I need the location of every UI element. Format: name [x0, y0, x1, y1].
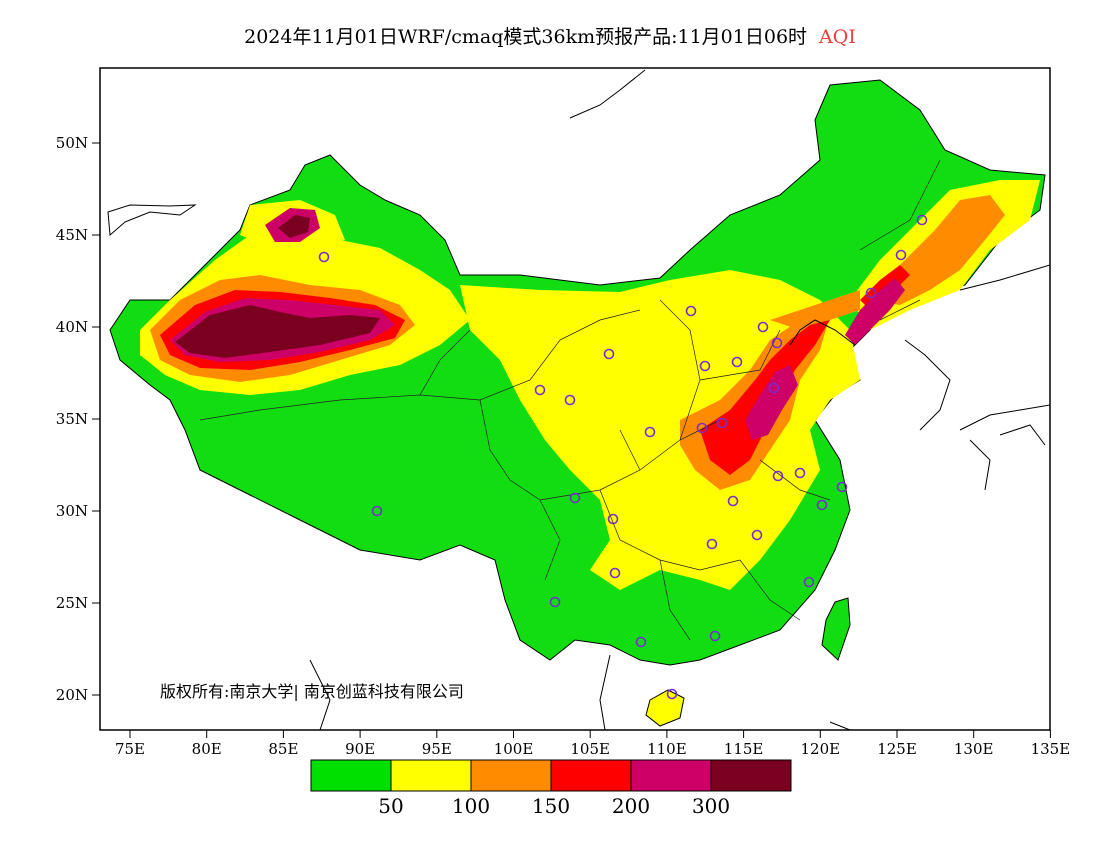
station-marker	[699, 360, 711, 372]
station-marker	[371, 505, 383, 517]
station-marker	[549, 596, 561, 608]
maroon-xinjiang	[175, 305, 380, 358]
station-marker	[836, 481, 848, 493]
legend-swatch	[310, 759, 392, 792]
magenta-central	[745, 365, 798, 440]
station-marker	[771, 337, 783, 349]
lon-label: 85E	[268, 740, 298, 758]
lon-label: 95E	[422, 740, 452, 758]
taiwan-green	[821, 597, 851, 661]
province-boundaries	[199, 159, 941, 641]
station-marker	[751, 529, 763, 541]
station-marker	[607, 513, 619, 525]
legend-swatch	[470, 759, 552, 792]
lon-label: 125E	[877, 740, 917, 758]
station-marker	[865, 287, 877, 299]
station-marker	[685, 305, 697, 317]
station-marker	[609, 567, 621, 579]
station-marker	[727, 495, 739, 507]
legend-label: 100	[452, 794, 490, 818]
maroon-xinjiang-north	[278, 215, 310, 238]
title-variable: AQI	[819, 26, 856, 48]
station-marker	[803, 576, 815, 588]
lon-label: 135E	[1031, 740, 1071, 758]
lat-label: 40N	[56, 318, 88, 336]
station-marker	[564, 394, 576, 406]
station-marker	[603, 348, 615, 360]
lon-label: 90E	[345, 740, 375, 758]
station-marker	[816, 499, 828, 511]
legend-swatch	[550, 759, 632, 792]
station-marker	[757, 321, 769, 333]
longitude-axis: 75E 80E 85E 90E 95E 100E 105E 110E 115E 120E 125E 1…	[115, 730, 1070, 758]
aqi-legend: 50 100 150 200 300	[310, 759, 792, 818]
station-markers	[318, 214, 928, 700]
station-marker	[318, 251, 330, 263]
lon-label: 115E	[724, 740, 764, 758]
lon-label: 120E	[801, 740, 841, 758]
plot-frame	[99, 67, 1051, 731]
yellow-east-coast	[790, 365, 855, 420]
legend-label: 200	[612, 794, 650, 818]
lat-label: 25N	[56, 594, 88, 612]
yellow-north-china	[460, 270, 860, 590]
legend-label: 300	[692, 794, 730, 818]
station-marker	[706, 538, 718, 550]
coastlines	[107, 69, 1050, 730]
lon-label: 105E	[570, 740, 610, 758]
station-marker	[696, 422, 708, 434]
station-marker	[709, 630, 721, 642]
orange-bohai	[770, 290, 860, 330]
station-marker	[916, 214, 928, 226]
station-marker	[569, 492, 581, 504]
lat-label: 30N	[56, 502, 88, 520]
station-marker	[895, 249, 907, 261]
legend-label: 150	[532, 794, 570, 818]
station-marker	[635, 636, 647, 648]
magenta-northeast	[845, 278, 905, 345]
lon-label: 110E	[647, 740, 687, 758]
station-marker	[534, 384, 546, 396]
map-title: 2024年11月01日WRF/cmaq模式36km预报产品:11月01日06时 A…	[0, 22, 1100, 49]
latitude-axis: 50N 45N 40N 35N 30N 25N 20N	[56, 134, 100, 704]
station-marker	[716, 417, 728, 429]
lat-label: 20N	[56, 686, 88, 704]
hainan-yellow	[645, 689, 685, 727]
lon-label: 80E	[192, 740, 222, 758]
station-marker	[794, 467, 806, 479]
lon-label: 130E	[954, 740, 994, 758]
lat-label: 35N	[56, 410, 88, 428]
legend-swatch	[630, 759, 712, 792]
legend-swatch	[710, 759, 792, 792]
copyright-text: 版权所有:南京大学| 南京创蓝科技有限公司	[160, 682, 464, 701]
station-marker	[768, 382, 780, 394]
lat-label: 50N	[56, 134, 88, 152]
title-main: 2024年11月01日WRF/cmaq模式36km预报产品:11月01日06时	[244, 26, 808, 48]
legend-swatch	[390, 759, 472, 792]
lon-label: 75E	[115, 740, 145, 758]
station-marker	[666, 688, 678, 700]
lon-label: 100E	[494, 740, 534, 758]
station-marker	[731, 356, 743, 368]
legend-label: 50	[378, 794, 403, 818]
map-layers	[107, 69, 1050, 730]
station-marker	[772, 470, 784, 482]
lat-label: 45N	[56, 226, 88, 244]
station-marker	[644, 426, 656, 438]
